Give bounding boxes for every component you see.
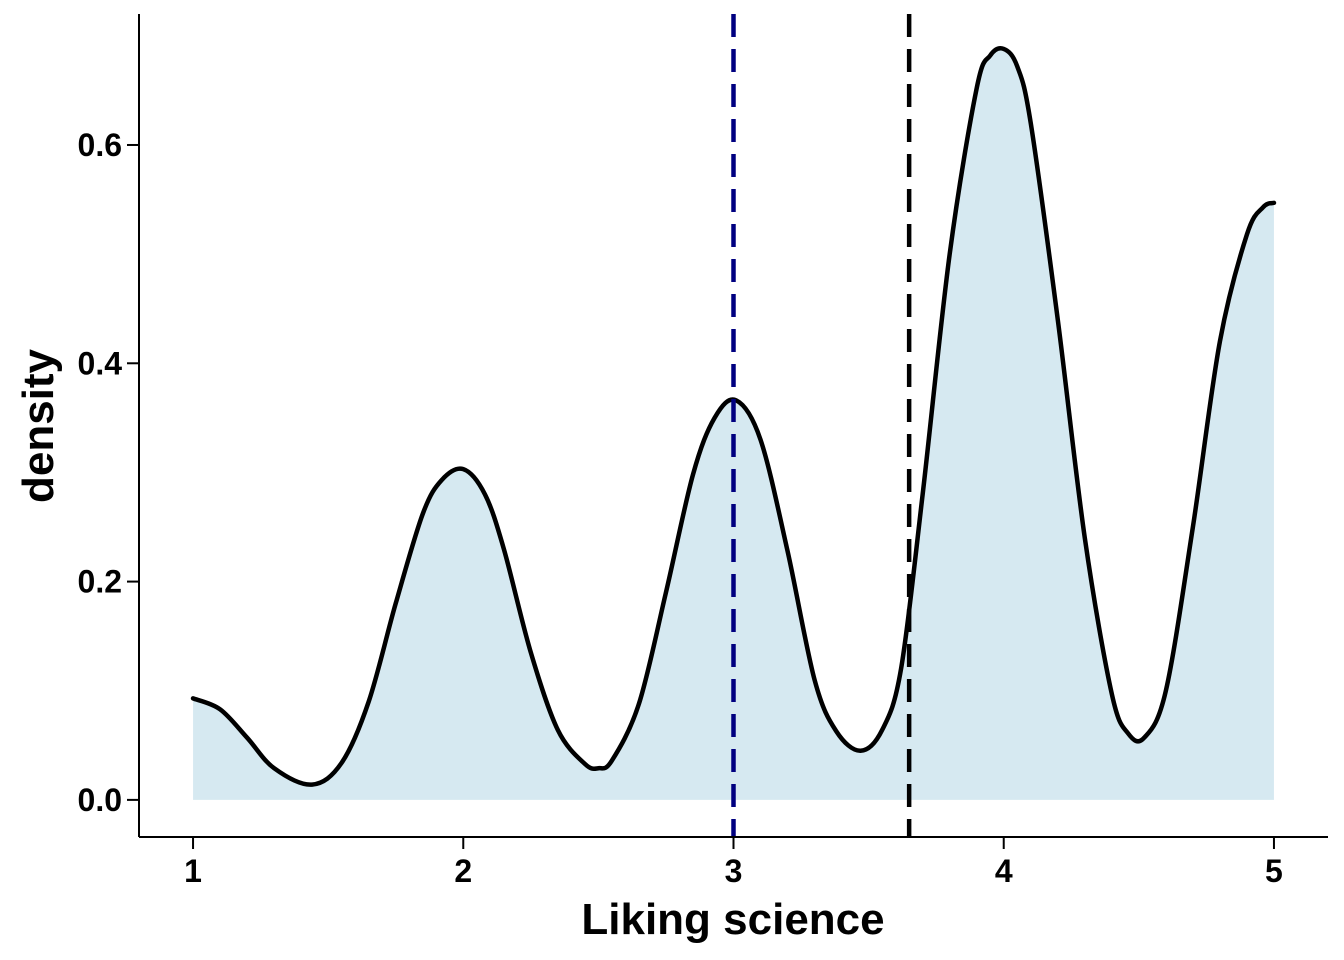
x-tick-label: 5	[1265, 853, 1283, 889]
x-axis-title: Liking science	[581, 895, 884, 944]
x-tick-label: 3	[725, 853, 743, 889]
axes: 1 2 3 4 5 0.0 0.2 0.4 0.6	[78, 14, 1328, 889]
y-tick-label: 0.4	[78, 345, 123, 381]
x-tick-label: 4	[995, 853, 1013, 889]
density-area-fill	[193, 48, 1274, 800]
y-tick-label: 0.2	[78, 564, 122, 600]
y-tick-label: 0.0	[78, 782, 122, 818]
x-tick-label: 1	[184, 853, 202, 889]
x-tick-label: 2	[454, 853, 472, 889]
y-tick-label: 0.6	[78, 127, 122, 163]
plot-area	[190, 14, 1277, 837]
density-curve	[190, 46, 1277, 787]
y-axis-title: density	[14, 348, 63, 503]
